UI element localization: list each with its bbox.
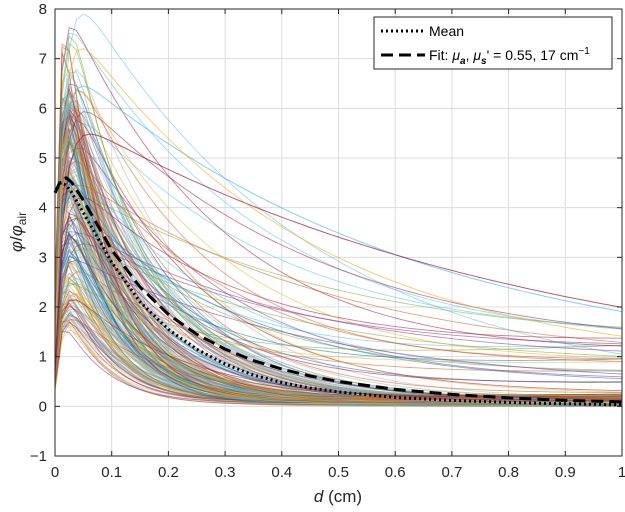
y-tick-label: 2 xyxy=(39,299,47,316)
individual-curve xyxy=(54,133,623,371)
individual-curve xyxy=(54,259,623,375)
individual-curve xyxy=(54,271,622,386)
individual-curve xyxy=(54,196,622,377)
individual-curve xyxy=(54,47,623,352)
individual-curve xyxy=(54,301,623,387)
ticks xyxy=(54,8,623,457)
individual-curve xyxy=(54,111,623,367)
y-tick-label: 0 xyxy=(39,398,47,415)
individual-curve xyxy=(54,27,623,347)
individual-curve xyxy=(54,331,622,403)
individual-curve xyxy=(54,319,622,402)
individual-curves xyxy=(54,13,623,407)
legend-fit-label: Fit: μa, μs' = 0.55, 17 cm−1 xyxy=(429,46,590,67)
mean-line xyxy=(53,180,623,407)
x-tick-label: 0 xyxy=(51,464,59,481)
individual-curve xyxy=(54,89,623,359)
individual-curve xyxy=(54,231,623,369)
individual-curve xyxy=(54,85,623,355)
x-tick-label: 0.3 xyxy=(215,464,236,481)
y-axis-label: φ/φair xyxy=(7,212,29,252)
y-tick-label: 4 xyxy=(39,200,47,217)
individual-curve xyxy=(54,68,623,393)
individual-curve xyxy=(54,232,623,376)
x-tick-label: 0.9 xyxy=(555,464,576,481)
individual-curve xyxy=(54,184,623,369)
legend-box xyxy=(373,16,613,70)
individual-curve xyxy=(54,159,623,362)
y-tick-label: 1 xyxy=(39,349,47,366)
individual-curve xyxy=(54,42,622,396)
y-tick-label: 3 xyxy=(39,249,47,266)
individual-curve xyxy=(54,147,623,378)
individual-curve xyxy=(54,177,622,383)
x-tick-label: 0.8 xyxy=(498,464,519,481)
y-tick-label: 8 xyxy=(39,1,47,18)
legend-mean-label: Mean xyxy=(429,23,464,39)
individual-curve xyxy=(54,217,623,396)
y-tick-label: 6 xyxy=(39,100,47,117)
individual-curve xyxy=(54,46,622,400)
x-tick-label: 0.6 xyxy=(385,464,406,481)
individual-curve xyxy=(54,197,623,357)
individual-curve xyxy=(54,248,623,384)
x-tick-label: 0.4 xyxy=(271,464,292,481)
individual-curve xyxy=(54,116,622,406)
individual-curve xyxy=(54,112,623,405)
fit-line xyxy=(53,176,623,404)
x-tick-label: 0.2 xyxy=(158,464,179,481)
x-tick-label: 0.1 xyxy=(101,464,122,481)
x-tick-label: 1 xyxy=(618,464,625,481)
y-tick-label: 7 xyxy=(39,51,47,68)
individual-curve xyxy=(54,89,622,360)
x-tick-label: 0.7 xyxy=(441,464,462,481)
x-axis-label: d (cm) xyxy=(314,487,362,506)
main-series xyxy=(53,176,623,407)
individual-curve xyxy=(54,108,622,393)
individual-curve xyxy=(54,13,623,355)
y-tick-label: 5 xyxy=(39,150,47,167)
legend: Mean Fit: μa, μs' = 0.55, 17 cm−1 xyxy=(373,16,613,70)
individual-curve xyxy=(54,283,623,376)
y-tick-label: −1 xyxy=(30,448,47,465)
x-tick-label: 0.5 xyxy=(328,464,349,481)
